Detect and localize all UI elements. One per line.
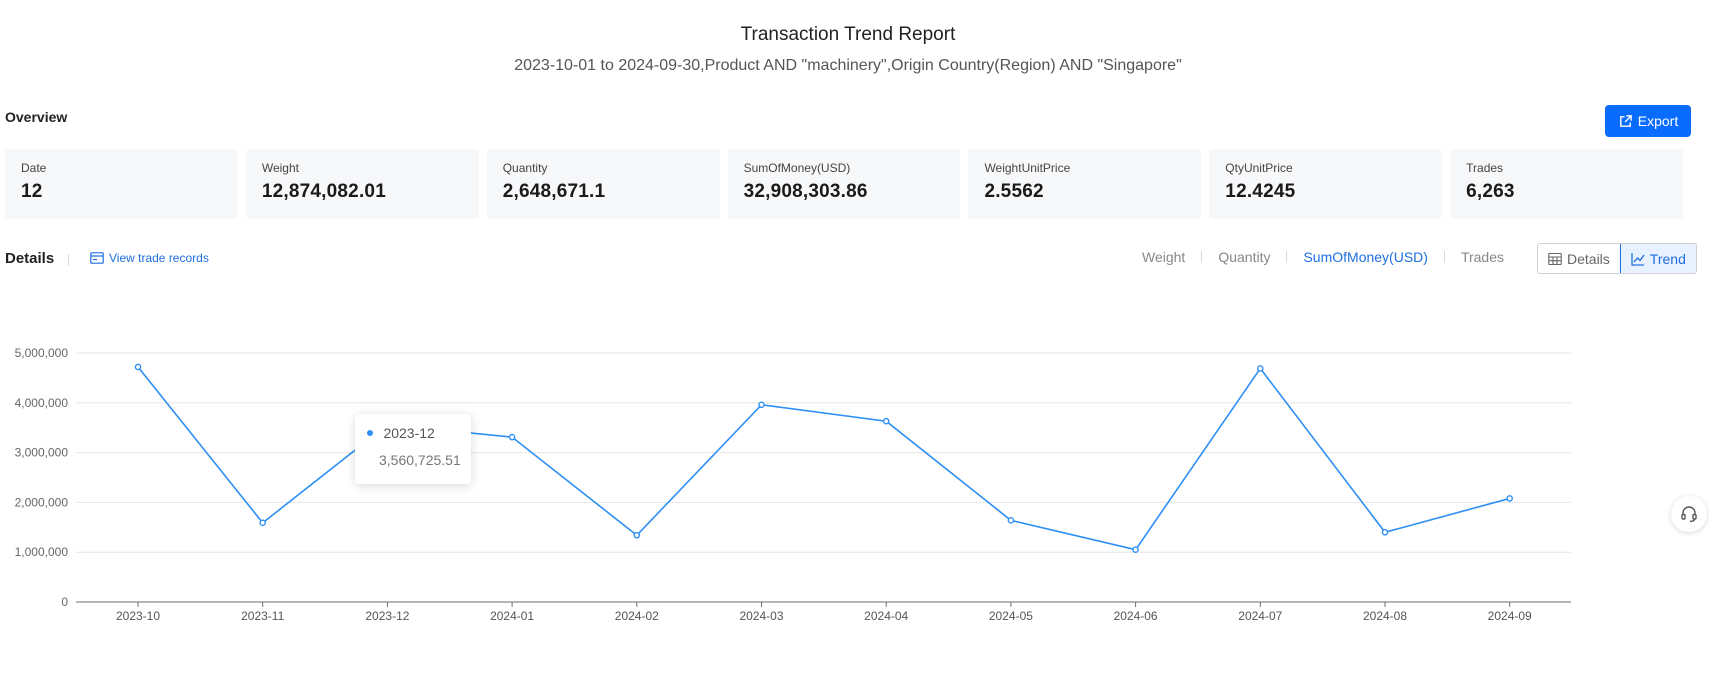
stat-card-weight-unit-price: WeightUnitPrice 2.5562 [968, 149, 1202, 219]
x-tick-label: 2024-03 [739, 609, 783, 623]
x-tick-label: 2024-02 [615, 609, 659, 623]
export-icon [1619, 114, 1632, 127]
stat-value: 32,908,303.86 [743, 181, 868, 202]
stat-label: SumOfMoney(USD) [743, 161, 851, 175]
x-tick-label: 2024-05 [989, 609, 1033, 623]
metric-tabs: Weight Quantity SumOfMoney(USD) Trades [1142, 249, 1504, 265]
overview-cards: Date 12 Weight 12,874,082.01 Quantity 2,… [5, 149, 1684, 219]
stat-card-qty-unit-price: QtyUnitPrice 12.4245 [1209, 149, 1443, 219]
x-tick-label: 2023-11 [241, 609, 284, 623]
series-dot [367, 429, 373, 436]
trend-view-label: Trend [1649, 250, 1686, 267]
data-point [1132, 546, 1139, 554]
stat-card-sum-of-money: SumOfMoney(USD) 32,908,303.86 [727, 149, 961, 219]
stat-label: Quantity [502, 161, 548, 175]
tab-quantity[interactable]: Quantity [1218, 249, 1271, 265]
data-point [1257, 365, 1264, 372]
stat-value: 12 [21, 181, 43, 202]
divider [1201, 251, 1203, 263]
x-tick-label: 2024-01 [490, 609, 534, 623]
line-chart-icon [1631, 252, 1645, 266]
table-icon [1548, 252, 1562, 265]
data-point [882, 417, 890, 425]
export-button[interactable]: Export [1605, 105, 1691, 137]
y-tick-label: 3,000,000 [15, 446, 69, 460]
overview-heading: Overview [5, 109, 68, 125]
stat-label: WeightUnitPrice [984, 161, 1071, 175]
y-tick-label: 5,000,000 [15, 346, 69, 360]
stat-label: Weight [261, 161, 299, 175]
headset-icon [1681, 506, 1697, 522]
stat-label: QtyUnitPrice [1225, 161, 1293, 175]
y-tick-label: 1,000,000 [15, 545, 69, 559]
tab-trades[interactable]: Trades [1460, 249, 1504, 265]
details-view-button[interactable]: Details [1538, 244, 1620, 273]
x-tick-label: 2023-12 [365, 609, 409, 623]
report-subtitle: 2023-10-01 to 2024-09-30,Product AND "ma… [514, 57, 1182, 74]
divider [1286, 251, 1288, 263]
data-point [758, 401, 765, 409]
data-point [134, 363, 142, 371]
record-card-icon [90, 252, 104, 264]
stat-card-date: Date 12 [5, 149, 238, 219]
x-tick-label: 2024-06 [1114, 609, 1158, 623]
data-point [1007, 517, 1015, 524]
tooltip-value: 3,560,725.51 [379, 452, 461, 468]
chart-tooltip: 2023-12 3,560,725.51 [355, 414, 471, 484]
data-point [1381, 528, 1389, 536]
stat-value: 12.4245 [1225, 181, 1296, 202]
stat-card-trades: Trades 6,263 [1450, 149, 1684, 219]
trend-view-button[interactable]: Trend [1619, 244, 1696, 273]
tooltip-date: 2023-12 [383, 424, 435, 441]
view-toggle: Details Trend [1537, 243, 1697, 274]
view-trade-records-link[interactable]: View trade records [90, 251, 209, 265]
details-heading: Details [5, 250, 55, 267]
y-tick-label: 4,000,000 [15, 396, 69, 410]
stat-card-weight: Weight 12,874,082.01 [245, 149, 479, 219]
export-label: Export [1637, 113, 1679, 129]
stat-value: 12,874,082.01 [261, 181, 386, 202]
x-tick-label: 2024-09 [1488, 609, 1532, 623]
divider [1443, 251, 1445, 263]
stat-value: 6,263 [1466, 181, 1515, 202]
data-point [1506, 495, 1513, 502]
x-tick-label: 2024-04 [864, 609, 908, 623]
stat-label: Trades [1466, 161, 1504, 175]
customer-support-button[interactable] [1671, 496, 1707, 532]
view-trade-records-label: View trade records [109, 251, 209, 265]
data-point [259, 519, 267, 527]
stat-value: 2.5562 [984, 181, 1044, 202]
stat-label: Date [21, 161, 47, 175]
x-tick-label: 2024-07 [1238, 609, 1282, 623]
stat-card-quantity: Quantity 2,648,671.1 [486, 149, 720, 219]
y-tick-label: 0 [61, 595, 68, 609]
tab-sum-of-money[interactable]: SumOfMoney(USD) [1303, 249, 1428, 265]
details-view-label: Details [1567, 250, 1610, 267]
tab-weight[interactable]: Weight [1142, 249, 1186, 265]
x-tick-label: 2024-08 [1363, 609, 1407, 623]
stat-value: 2,648,671.1 [502, 181, 606, 202]
data-point [508, 433, 516, 441]
data-point [633, 531, 641, 539]
divider [68, 254, 69, 266]
x-tick-label: 2023-10 [116, 609, 160, 623]
report-title: Transaction Trend Report [740, 24, 956, 45]
y-tick-label: 2,000,000 [15, 495, 69, 509]
series-line [137, 366, 1510, 551]
